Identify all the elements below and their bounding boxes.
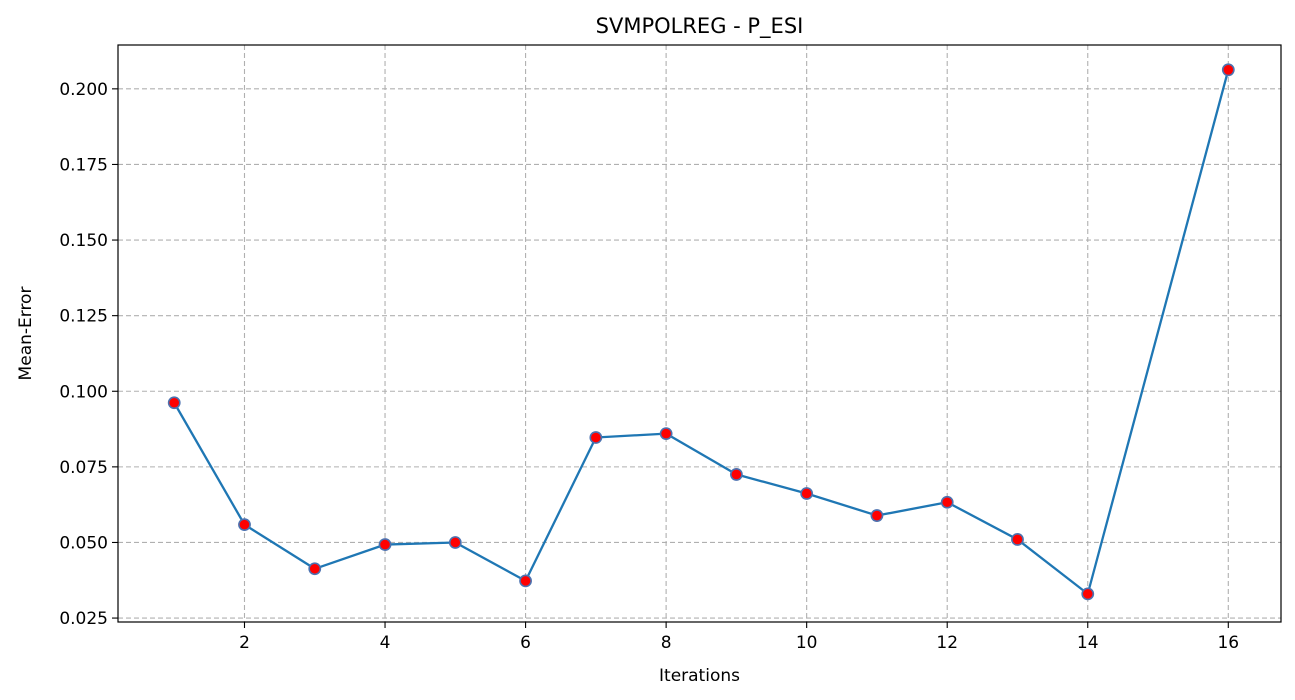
y-tick-label: 0.175 — [59, 155, 108, 175]
x-axis-label: Iterations — [659, 666, 740, 686]
y-tick-label: 0.125 — [59, 307, 108, 327]
x-tick-label: 16 — [1217, 633, 1239, 653]
data-point — [729, 468, 743, 481]
y-tick-label: 0.050 — [59, 533, 108, 553]
data-point — [238, 518, 251, 532]
plot-area-frame — [117, 44, 1282, 623]
x-tick-label: 14 — [1077, 633, 1099, 653]
data-point — [589, 431, 603, 444]
data-point — [1011, 533, 1024, 546]
data-point — [659, 427, 673, 440]
data-point — [448, 536, 462, 549]
chart-title: SVMPOLREG - P_ESI — [596, 14, 804, 39]
x-tick-label: 6 — [520, 633, 531, 653]
y-axis-label: Mean-Error — [16, 287, 36, 381]
data-point — [1221, 63, 1235, 77]
y-tick-label: 0.200 — [59, 80, 108, 100]
y-tick-label: 0.100 — [59, 382, 108, 402]
data-point — [940, 495, 954, 509]
x-tick-label: 8 — [661, 633, 672, 653]
y-tick-label: 0.075 — [59, 458, 108, 478]
grid-lines — [118, 45, 1281, 622]
data-point — [167, 396, 181, 410]
x-tick-label: 2 — [239, 633, 250, 653]
data-point — [308, 562, 322, 576]
data-point — [378, 538, 392, 551]
data-point — [519, 574, 532, 588]
data-point — [1081, 587, 1095, 601]
y-tick-label: 0.150 — [59, 231, 108, 251]
data-point — [870, 509, 884, 522]
x-tick-label: 4 — [380, 633, 391, 653]
axis-ticks: 2 4 6 8 10 12 14 16 0.025 0.050 0.075 0.100 0.125 0.1… — [59, 80, 1239, 653]
series-layer — [167, 63, 1235, 601]
y-tick-label: 0.025 — [59, 609, 108, 629]
x-tick-label: 12 — [936, 633, 958, 653]
x-tick-label: 10 — [796, 633, 818, 653]
series-line — [173, 69, 1230, 596]
data-point — [800, 487, 814, 500]
